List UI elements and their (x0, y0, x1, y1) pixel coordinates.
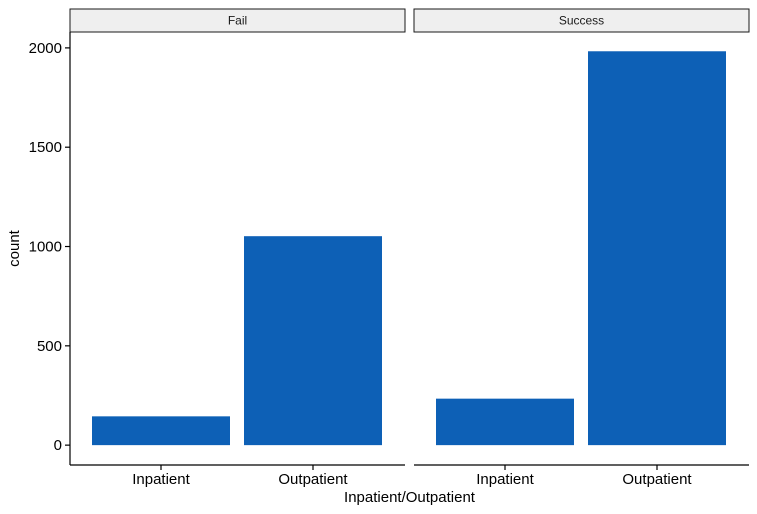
y-tick-label: 500 (37, 338, 62, 355)
y-tick-label: 1000 (29, 239, 62, 256)
x-axis-title: Inpatient/Outpatient (344, 489, 476, 506)
y-tick-label: 2000 (29, 40, 62, 57)
facet-strip-label: Fail (228, 14, 247, 28)
facet-strip-fail (69, 8, 406, 33)
x-tick-label: Inpatient (476, 471, 534, 488)
y-axis: 0 500 1000 1500 2000 (29, 32, 71, 465)
y-tick-label: 1500 (29, 139, 62, 156)
x-tick-label: Outpatient (278, 471, 348, 488)
chart-panels: Fail Inpatient Outpatient Success Inpatient O… (69, 8, 750, 488)
facet-panel-fail: Fail Inpatient Outpatient (69, 8, 406, 488)
facet-strip-label: Success (559, 14, 604, 28)
bar-fail-inpatient (92, 416, 230, 446)
y-tick-label: 0 (54, 437, 62, 454)
bar-fail-outpatient (244, 236, 382, 446)
y-axis-title: count (6, 229, 23, 267)
facet-strip-success (413, 8, 750, 33)
bar-success-outpatient (588, 51, 726, 446)
facet-panel-success: Success Inpatient Outpatient (413, 8, 750, 488)
x-tick-label: Inpatient (132, 471, 190, 488)
x-tick-label: Outpatient (622, 471, 692, 488)
bar-success-inpatient (436, 398, 574, 446)
